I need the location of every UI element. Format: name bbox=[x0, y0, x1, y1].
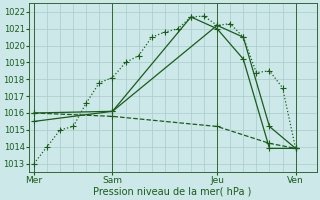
X-axis label: Pression niveau de la mer( hPa ): Pression niveau de la mer( hPa ) bbox=[93, 187, 252, 197]
